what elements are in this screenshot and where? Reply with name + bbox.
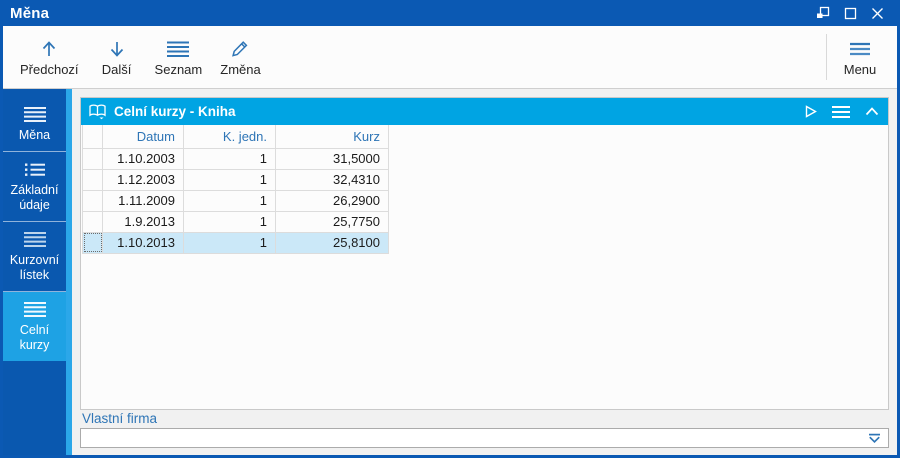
previous-button-label: Předchozí: [20, 61, 79, 77]
sidebar: Měna Základní údaje: [3, 89, 66, 455]
arrow-down-icon: [110, 41, 123, 57]
table-row-selected[interactable]: 1.10.2013 1 25,8100: [82, 232, 389, 254]
cell-k-jedn: 1: [183, 148, 276, 170]
cell-kurz: 25,7750: [275, 211, 389, 233]
own-company-select[interactable]: [80, 428, 889, 448]
main-content: Celní kurzy - Kniha: [72, 89, 897, 455]
next-button[interactable]: Další: [88, 26, 146, 88]
titlebar: Měna: [0, 0, 900, 26]
cell-datum: 1.11.2009: [102, 190, 184, 212]
window-body: Měna Základní údaje: [3, 89, 897, 455]
window-controls: [816, 6, 890, 20]
next-button-label: Další: [101, 61, 132, 77]
row-selector-cell[interactable]: [82, 211, 103, 233]
cell-kurz: 25,8100: [275, 232, 389, 254]
sidebar-item-label: Měna: [18, 128, 51, 142]
row-selector-cell[interactable]: [82, 190, 103, 212]
cell-kurz: 31,5000: [275, 148, 389, 170]
dropdown-icon[interactable]: [861, 433, 888, 444]
menu-button-label: Menu: [843, 61, 877, 77]
cell-datum: 1.12.2003: [102, 169, 184, 191]
sidebar-item-celni-kurzy[interactable]: Celní kurzy: [3, 292, 66, 361]
change-button[interactable]: Změna: [211, 26, 269, 88]
sidebar-item-kurzovni-listek[interactable]: Kurzovní lístek: [3, 222, 66, 292]
book-panel: Celní kurzy - Kniha: [80, 97, 889, 410]
sidebar-accent-strip: [66, 89, 72, 455]
table-row[interactable]: 1.11.2009 1 26,2900: [82, 190, 389, 212]
list-icon: [23, 302, 46, 317]
window-title: Měna: [10, 4, 50, 22]
column-header-datum[interactable]: Datum: [102, 125, 184, 149]
cell-k-jedn: 1: [183, 232, 276, 254]
sidebar-item-label: Kurzovní lístek: [9, 253, 60, 282]
panel-title: Celní kurzy - Kniha: [114, 104, 236, 119]
book-icon: [88, 103, 107, 121]
previous-button[interactable]: Předchozí: [11, 26, 88, 88]
detail-list-icon: [24, 163, 45, 176]
toolbar-divider: [826, 34, 827, 80]
panel-header-icons: [805, 105, 881, 119]
cell-k-jedn: 1: [183, 169, 276, 191]
cell-kurz: 32,4310: [275, 169, 389, 191]
cell-datum: 1.9.2013: [102, 211, 184, 233]
list-icon: [167, 41, 190, 57]
sidebar-item-label: Základní údaje: [10, 183, 59, 212]
column-header-k-jedn[interactable]: K. jedn.: [183, 125, 276, 149]
cell-kurz: 26,2900: [275, 190, 389, 212]
own-company-label: Vlastní firma: [82, 411, 158, 426]
close-icon[interactable]: [870, 6, 884, 20]
table-row[interactable]: 1.10.2003 1 31,5000: [82, 148, 389, 170]
panel-header: Celní kurzy - Kniha: [81, 98, 888, 125]
list-icon: [23, 232, 46, 247]
column-header-kurz[interactable]: Kurz: [275, 125, 389, 149]
arrow-up-icon: [43, 40, 56, 56]
sidebar-item-zakladni-udaje[interactable]: Základní údaje: [3, 152, 66, 222]
play-icon[interactable]: [805, 105, 817, 118]
toolbar-right: Menu: [822, 26, 889, 88]
cell-k-jedn: 1: [183, 211, 276, 233]
window-chrome: Předchozí Další Seznam: [3, 26, 897, 455]
row-selector-cell[interactable]: [82, 232, 103, 254]
table-row[interactable]: 1.12.2003 1 32,4310: [82, 169, 389, 191]
exchange-rate-table: Datum K. jedn. Kurz 1.10.2003 1 31,5000: [82, 125, 389, 254]
table-header-row: Datum K. jedn. Kurz: [82, 125, 389, 149]
menu-button[interactable]: Menu: [831, 26, 889, 88]
maximize-icon[interactable]: [843, 6, 857, 20]
row-selector-cell[interactable]: [82, 148, 103, 170]
row-selector-cell[interactable]: [82, 169, 103, 191]
collapse-icon[interactable]: [865, 107, 879, 116]
cell-datum: 1.10.2013: [102, 232, 184, 254]
sidebar-item-label: Celní kurzy: [19, 323, 50, 352]
change-button-label: Změna: [220, 61, 261, 77]
cell-datum: 1.10.2003: [102, 148, 184, 170]
sidebar-item-mena[interactable]: Měna: [3, 97, 66, 152]
list-icon: [23, 107, 46, 122]
list-button-label: Seznam: [154, 61, 203, 77]
restore-icon[interactable]: [816, 6, 830, 20]
toolbar: Předchozí Další Seznam: [3, 26, 897, 89]
table-row[interactable]: 1.9.2013 1 25,7750: [82, 211, 389, 233]
menu-icon: [850, 42, 870, 55]
panel-menu-icon[interactable]: [831, 105, 851, 119]
list-button[interactable]: Seznam: [146, 26, 212, 88]
cell-k-jedn: 1: [183, 190, 276, 212]
pencil-icon: [232, 40, 248, 57]
row-selector-header: [82, 125, 103, 149]
